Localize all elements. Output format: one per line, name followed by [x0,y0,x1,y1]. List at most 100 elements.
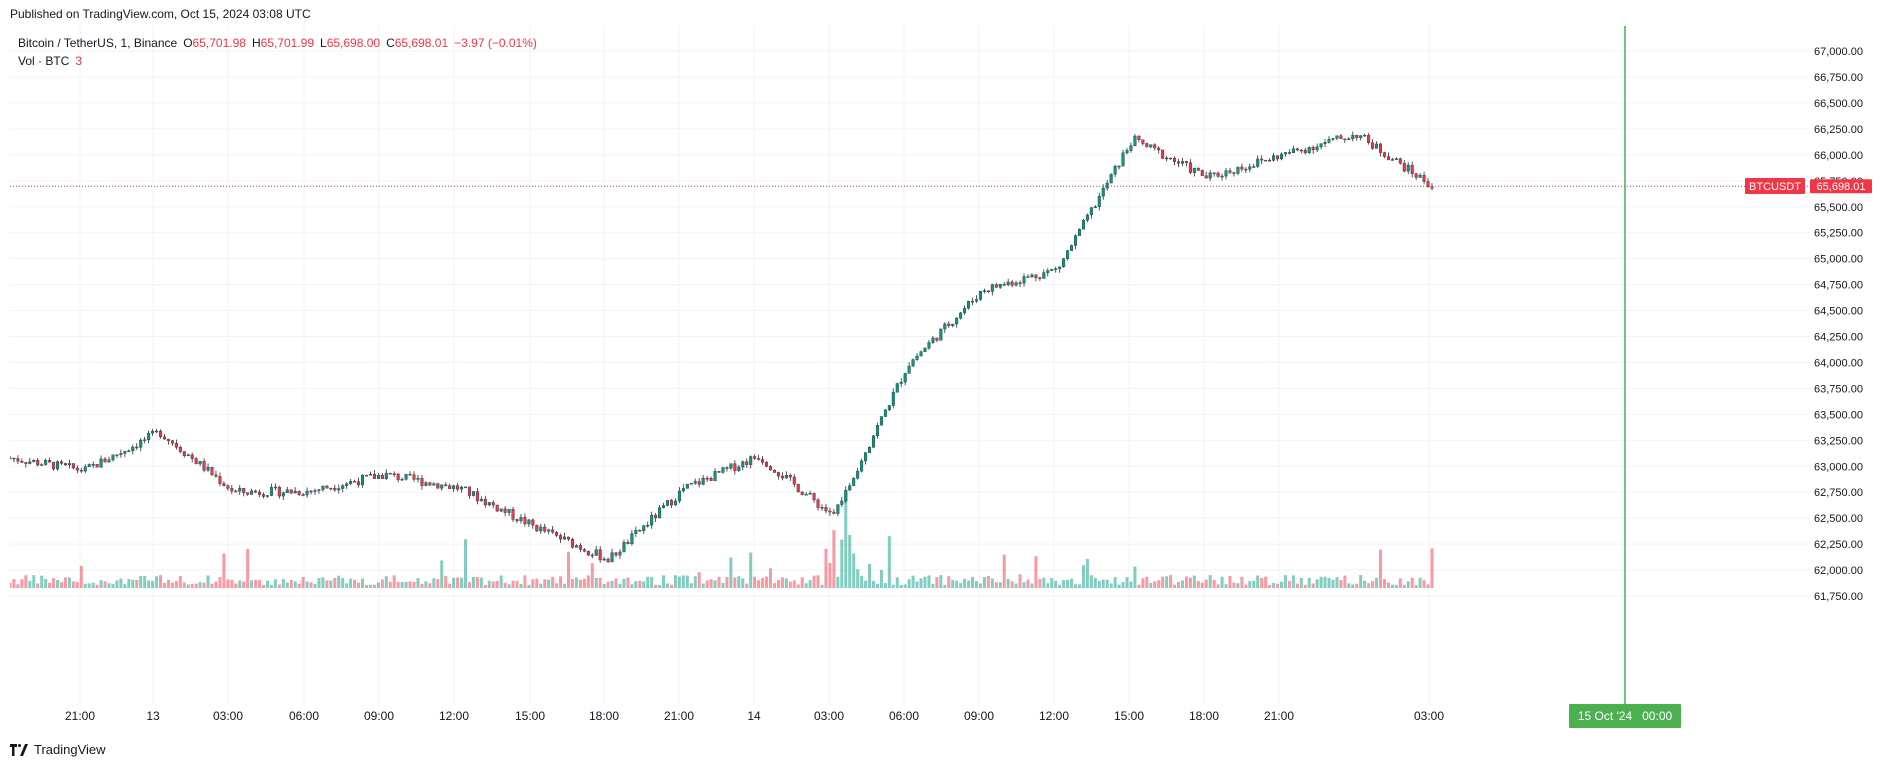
volume-bar [242,581,246,588]
volume-bar [448,583,452,588]
candle-body [428,482,432,486]
time-tick-label: 13 [146,709,160,723]
candle-body [824,507,828,512]
volume-bar [1089,575,1093,588]
volume-bar [432,578,436,588]
volume-bar [1418,577,1422,588]
volume-bar [281,579,285,588]
candle-body [745,461,749,465]
candle-body [887,405,891,411]
volume-bar [1375,577,1379,588]
volume-bar [218,577,222,588]
volume-bar [186,584,190,588]
candle-body [380,475,384,479]
candle-body [844,489,848,502]
volume-bar [824,548,828,588]
candle-body [1335,135,1339,139]
price-tick-label: 64,000.00 [1814,357,1863,369]
volume-bar [83,583,87,588]
last-price-badge [1810,179,1872,194]
volume-bar [1141,578,1145,588]
volume-bar [147,580,151,588]
candle-body [594,549,598,556]
volume-bar [75,582,79,588]
candle-body [103,458,107,463]
candle-body [467,486,471,496]
volume-bar [574,577,578,588]
candle-body [412,474,416,480]
volume-bar [182,582,186,588]
volume-bar [1153,581,1157,588]
candle-body [511,509,515,520]
volume-bar [875,583,879,588]
footer-brand[interactable]: TradingView [10,742,106,757]
price-scale[interactable]: 67,000.00 66,750.00 66,500.00 66,250.00 66,0… [1810,26,1882,704]
candle-body [432,483,436,486]
candle-body [349,481,353,484]
symbol-title[interactable]: Bitcoin / TetherUS, 1, Binance [18,36,178,50]
candle-body [725,467,729,469]
candle-body [388,472,392,475]
volume-bar [868,563,872,588]
volume-bar [1188,577,1192,588]
volume-bar [1070,578,1074,588]
price-tick-label: 62,000.00 [1814,565,1863,577]
volume-bar [503,582,507,588]
candle-body [345,483,349,486]
volume-bar [1331,579,1335,588]
volume-bar [277,584,281,588]
candle-body [313,490,317,492]
low-value: 65,698.00 [326,36,381,50]
candle-body [32,460,36,462]
volume-bar [693,576,697,588]
volume-bar [111,583,115,588]
volume-bar [1276,583,1280,588]
volume-bar [887,536,891,588]
candle-body [737,466,741,472]
price-chart[interactable] [10,26,1810,704]
volume-bar [570,578,574,588]
candle-body [967,301,971,309]
candle-body [139,439,143,448]
candle-body [931,337,935,343]
candle-body [503,508,507,513]
volume-bar [357,582,361,588]
volume-bar [424,581,428,588]
candle-body [507,509,511,513]
volume-bar [1426,584,1430,588]
candle-body [1038,277,1042,279]
volume-bar [135,580,139,588]
volume-bar [1299,577,1303,588]
price-tick-label: 66,250.00 [1814,124,1863,136]
candle-body [250,490,254,495]
volume-title[interactable]: Vol · BTC [18,54,70,68]
volume-bar [1386,582,1390,588]
candle-body [1200,170,1204,176]
time-tick-label: 18:00 [589,709,619,723]
volume-bar [547,579,551,588]
volume-bar [578,579,582,588]
volume-bar [737,576,741,588]
candle-body [1093,206,1097,209]
volume-bar [606,581,610,588]
time-scale[interactable]: 21:00 13 03:00 06:00 09:00 12:00 15:00 18:00 21:… [10,704,1810,736]
candle-body [182,451,186,456]
candle-body [1137,135,1141,140]
candle-body [1406,164,1410,172]
candle-body [868,447,872,453]
volume-bar [349,578,353,588]
candle-body [1149,144,1153,148]
volume-bar [1204,579,1208,588]
price-tick-label: 63,000.00 [1814,461,1863,473]
volume-bar [285,582,289,588]
candle-body [1410,164,1414,174]
volume-bar [511,580,515,588]
candle-body [269,487,273,496]
candle-body [281,492,285,497]
candle-body [1331,138,1335,140]
candle-body [246,492,250,495]
volume-bar [67,577,71,588]
volume-bar [852,553,856,588]
volume-bar [713,580,717,588]
candle-body [654,514,658,519]
